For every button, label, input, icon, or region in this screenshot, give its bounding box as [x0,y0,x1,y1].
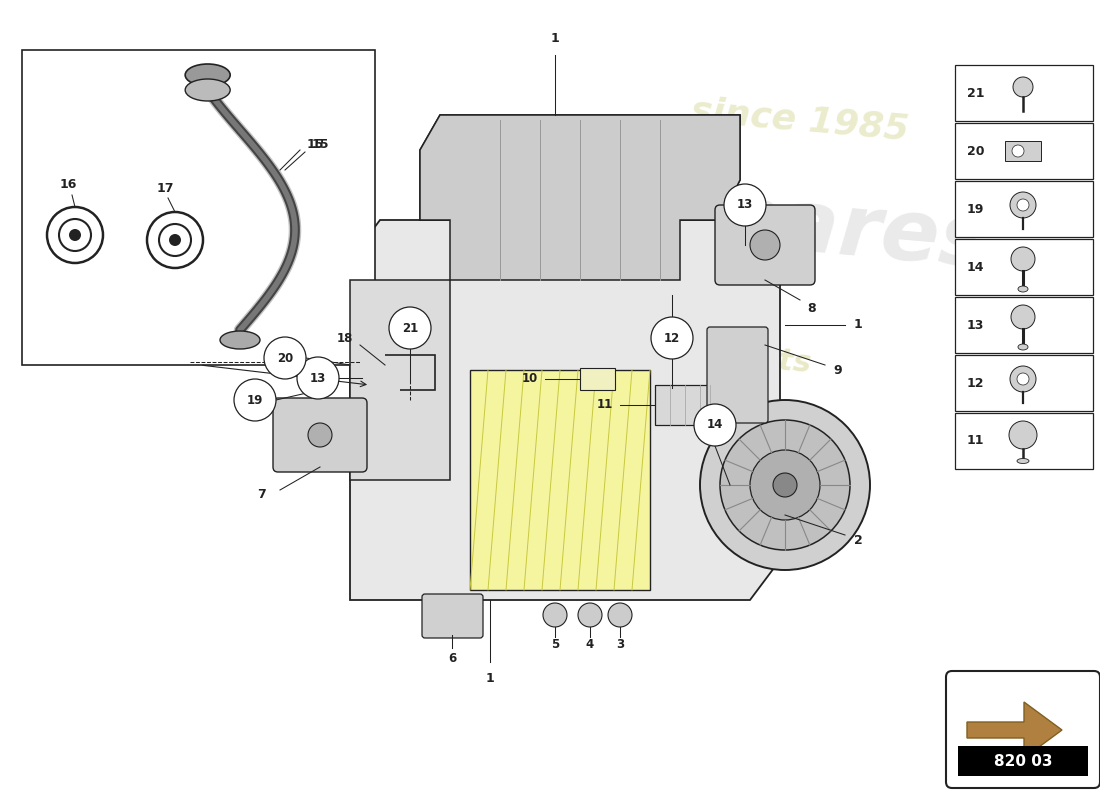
Text: 13: 13 [310,371,326,385]
Circle shape [234,379,276,421]
Polygon shape [967,702,1062,758]
Bar [1005,141,1041,161]
FancyBboxPatch shape [946,671,1100,788]
Circle shape [694,404,736,446]
Text: 4: 4 [586,638,594,651]
Ellipse shape [1018,286,1028,292]
Text: 13: 13 [967,318,984,331]
Circle shape [389,307,431,349]
FancyBboxPatch shape [422,594,483,638]
Text: 5: 5 [551,638,559,651]
Ellipse shape [185,79,230,101]
Text: 10: 10 [521,373,538,386]
Circle shape [1009,421,1037,449]
Circle shape [773,473,798,497]
Bar [955,123,1093,179]
Text: 14: 14 [967,261,984,274]
Text: 1: 1 [485,671,494,685]
Bar [955,413,1093,469]
Bar [470,370,650,590]
Text: 12: 12 [664,331,680,345]
Ellipse shape [1018,344,1028,350]
Text: 21: 21 [967,86,984,99]
Text: 18: 18 [337,331,353,345]
Polygon shape [420,115,740,220]
Text: 14: 14 [707,418,723,431]
FancyBboxPatch shape [273,398,367,472]
Text: 1: 1 [854,318,862,331]
Bar [955,297,1093,353]
Text: 13: 13 [737,198,754,211]
Circle shape [700,400,870,570]
Bar [580,368,615,390]
Circle shape [1010,366,1036,392]
Circle shape [750,230,780,260]
Bar [955,65,1093,121]
Text: 20: 20 [967,145,984,158]
Text: 9: 9 [834,363,843,377]
Circle shape [308,423,332,447]
Text: 1: 1 [551,31,560,45]
FancyBboxPatch shape [715,205,815,285]
Circle shape [1011,305,1035,329]
Bar [955,239,1093,295]
Circle shape [1011,247,1035,271]
Text: 6: 6 [448,651,456,665]
Circle shape [1010,192,1036,218]
Circle shape [543,603,566,627]
Text: 820 03: 820 03 [993,754,1053,769]
Circle shape [578,603,602,627]
Text: 11: 11 [967,434,984,447]
Text: 21: 21 [402,322,418,334]
Text: 3: 3 [616,638,624,651]
Text: 8: 8 [807,302,816,314]
Circle shape [1018,373,1028,385]
Bar [22,50,375,365]
FancyBboxPatch shape [707,327,768,423]
Polygon shape [350,220,780,600]
Circle shape [1018,199,1028,211]
Circle shape [169,234,182,246]
Text: eurospares: eurospares [446,155,994,285]
Text: 19: 19 [967,202,984,215]
Circle shape [1012,145,1024,157]
Circle shape [651,317,693,359]
Circle shape [69,229,81,241]
Text: 15: 15 [306,138,323,151]
Bar [958,746,1088,776]
Text: 11: 11 [597,398,613,411]
Text: 7: 7 [257,489,266,502]
Circle shape [724,184,766,226]
Bar [955,355,1093,411]
Circle shape [264,337,306,379]
Text: 12: 12 [967,377,984,390]
Circle shape [608,603,632,627]
Circle shape [720,420,850,550]
Text: 20: 20 [277,351,293,365]
Text: since 1985: since 1985 [690,94,911,146]
Text: 16: 16 [59,178,77,191]
Bar [350,280,450,480]
Text: 17: 17 [156,182,174,194]
Text: 15: 15 [311,138,329,151]
Bar [654,385,720,425]
Circle shape [1013,77,1033,97]
Ellipse shape [1018,458,1028,463]
Ellipse shape [220,331,260,349]
Circle shape [750,450,820,520]
Ellipse shape [185,64,230,86]
Bar [955,181,1093,237]
Text: 2: 2 [854,534,862,546]
Text: a passion for parts: a passion for parts [487,322,813,378]
Circle shape [297,357,339,399]
Text: 19: 19 [246,394,263,406]
Polygon shape [420,115,740,280]
